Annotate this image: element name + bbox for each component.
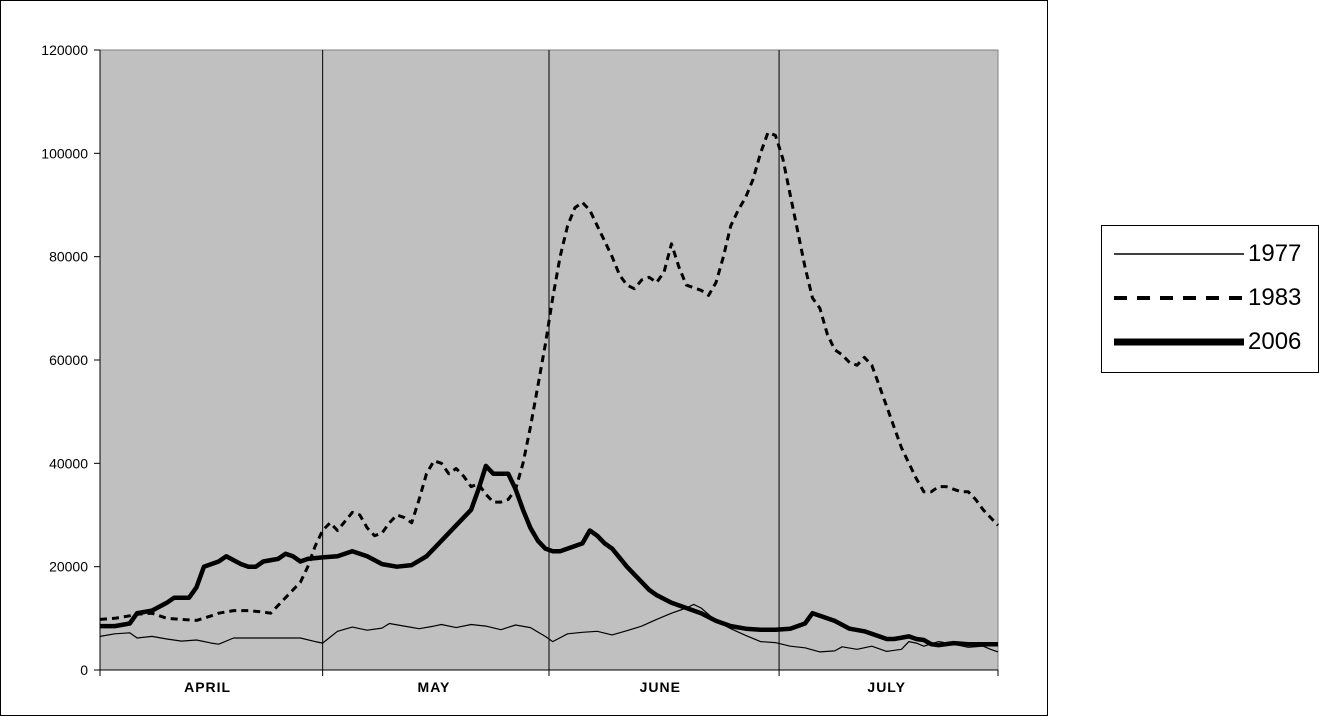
y-tick-label-60000: 60000 (49, 352, 88, 368)
line-chart: 0 20000 40000 60000 80000 100000 120000 APRIL MA… (41, 42, 1000, 695)
legend-label-1983: 1983 (1248, 284, 1302, 311)
y-tick-label-120000: 120000 (41, 42, 88, 58)
legend: 1977 1983 2006 (1101, 225, 1319, 373)
legend-swatch-1977 (1114, 253, 1244, 255)
y-tick-label-0: 0 (80, 662, 88, 678)
series-line-2006 (100, 463, 998, 648)
x-tick-label-june: JUNE (640, 679, 681, 695)
y-tick-label-80000: 80000 (49, 249, 88, 265)
legend-item-1983: 1983 (1102, 276, 1319, 320)
legend-item-1977: 1977 (1102, 232, 1319, 276)
legend-label-1977: 1977 (1248, 240, 1302, 267)
legend-label-2006: 2006 (1248, 328, 1302, 355)
y-tick-label-20000: 20000 (49, 559, 88, 575)
x-tick-label-april: APRIL (184, 679, 231, 695)
legend-item-2006: 2006 (1102, 320, 1319, 364)
x-tick-label-may: MAY (418, 679, 451, 695)
legend-swatch-1983 (1114, 296, 1244, 300)
x-tick-label-july: JULY (867, 679, 906, 695)
y-tick-label-100000: 100000 (41, 145, 88, 161)
y-tick-label-40000: 40000 (49, 455, 88, 471)
series-line-1983 (99, 131, 1000, 622)
series-line-1977 (99, 603, 999, 653)
legend-swatch-2006 (1114, 338, 1244, 346)
